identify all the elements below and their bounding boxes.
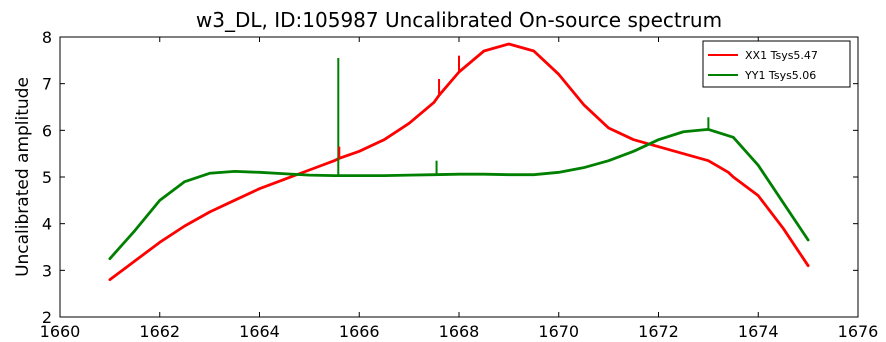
x-tick-label: 1660 <box>40 322 81 341</box>
x-tick-label: 1676 <box>838 322 879 341</box>
spike-layer <box>337 55 730 176</box>
legend-label-xx1: XX1 Tsys5.47 <box>745 49 818 62</box>
y-axis-label: Uncalibrated amplitude <box>13 77 33 277</box>
x-tick-label: 1668 <box>439 322 480 341</box>
series-line-xx1 <box>108 42 810 282</box>
y-tick-label: 4 <box>42 215 52 234</box>
y-tick-label: 5 <box>42 168 52 187</box>
plot-frame <box>59 36 859 318</box>
series-layer <box>108 42 810 282</box>
x-tick-label: 1672 <box>638 322 679 341</box>
legend-label-yy1: YY1 Tsys5.06 <box>744 69 816 82</box>
legend: XX1 Tsys5.47 YY1 Tsys5.06 <box>702 40 851 88</box>
series-line-yy1 <box>108 127 810 261</box>
chart-title: w3_DL, ID:105987 Uncalibrated On-source … <box>196 8 722 32</box>
x-tick-label: 1670 <box>538 322 579 341</box>
y-tick-label: 8 <box>42 28 52 47</box>
x-tick-label: 1662 <box>139 322 180 341</box>
legend-box <box>702 40 851 88</box>
x-tick-label: 1674 <box>738 322 779 341</box>
y-tick-label: 6 <box>42 121 52 140</box>
y-tick-label: 3 <box>42 261 52 280</box>
y-tick-label: 2 <box>42 308 52 327</box>
axes-layer: 1660 1662 1664 1666 1668 1670 1672 1674 1676 2 3 4 5… <box>40 28 879 341</box>
y-tick-label: 7 <box>42 75 52 94</box>
x-tick-label: 1666 <box>339 322 380 341</box>
x-tick-label: 1664 <box>239 322 280 341</box>
